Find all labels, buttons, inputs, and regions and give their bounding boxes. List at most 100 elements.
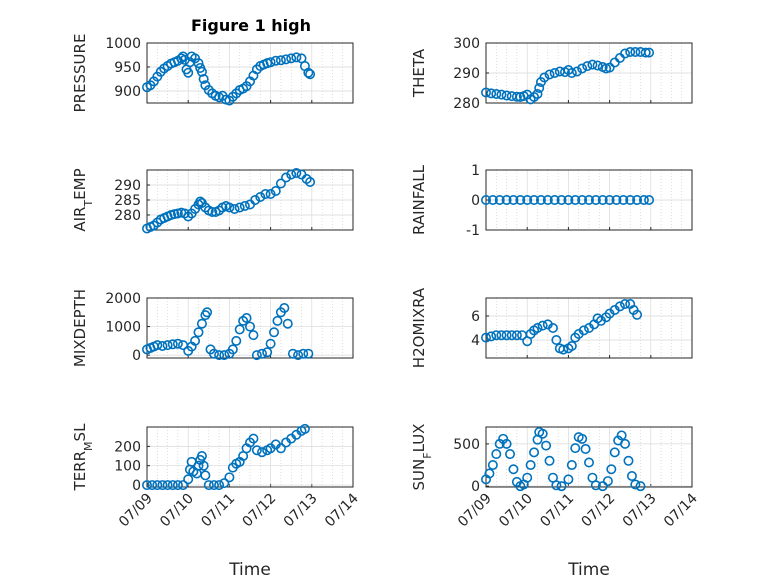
data-point: [257, 348, 268, 359]
data-point: [508, 464, 519, 475]
data-point: [609, 447, 620, 458]
data-point: [172, 338, 183, 349]
data-point: [494, 195, 505, 206]
data-point: [203, 480, 214, 491]
y-tick-label: 280: [114, 208, 141, 224]
data-point: [162, 340, 173, 351]
data-point: [227, 344, 238, 355]
data-point: [566, 68, 577, 79]
data-point: [196, 66, 207, 77]
data-point: [270, 186, 281, 197]
data-point: [602, 476, 613, 487]
subplot-sun_flux: 07/09 07/10 07/11 07/12 07/13 07/14 0 500 SUNFLU…: [410, 424, 701, 580]
data-point: [224, 202, 235, 213]
data-point: [219, 350, 230, 361]
x-tick-label: 07/09: [116, 491, 156, 531]
y-axis-label: AIRTEMP: [71, 168, 95, 231]
data-point: [486, 331, 497, 342]
y-axis-label: TERRMSL: [71, 423, 95, 492]
data-point: [501, 195, 512, 206]
data-point: [298, 348, 309, 359]
y-axis-label: H2OMIXRA: [410, 287, 428, 368]
data-point: [625, 46, 636, 57]
data-point: [167, 339, 178, 350]
y-tick-label: 280: [453, 96, 480, 112]
data-point: [196, 318, 207, 329]
data-point: [262, 347, 273, 358]
figure-title: Figure 1 high: [191, 16, 311, 35]
data-point: [282, 318, 293, 329]
y-tick-label: 0: [132, 478, 141, 494]
data-point: [231, 335, 242, 346]
data-point: [508, 195, 519, 206]
data-point: [632, 195, 643, 206]
y-tick-label: 500: [453, 437, 480, 453]
data-point: [620, 438, 631, 449]
subplot-rainfall: -1 0 1 RAINFALL: [410, 163, 693, 239]
y-tick-label: 0: [132, 348, 141, 364]
y-tick-label: 1000: [105, 36, 141, 52]
data-point: [549, 68, 560, 79]
data-point: [484, 468, 495, 479]
data-point: [620, 298, 631, 309]
data-point: [480, 87, 491, 98]
data-point: [147, 480, 158, 491]
x-tick-label: 07/12: [579, 491, 619, 531]
data-point: [529, 447, 540, 458]
data-point: [583, 195, 594, 206]
data-point: [239, 201, 250, 212]
data-point: [558, 344, 569, 355]
data-point: [501, 438, 512, 449]
data-point: [630, 46, 641, 57]
y-tick-label: 0: [471, 193, 480, 209]
data-point: [577, 63, 588, 74]
data-point: [234, 324, 245, 335]
data-point: [551, 480, 562, 491]
data-point: [255, 192, 266, 203]
data-point: [202, 307, 213, 318]
data-point: [234, 202, 245, 213]
data-point: [614, 301, 625, 312]
data-point: [272, 315, 283, 326]
y-tick-label: 290: [114, 178, 141, 194]
data-point: [291, 168, 302, 179]
data-point: [578, 325, 589, 336]
data-point: [219, 478, 230, 489]
data-point: [229, 204, 240, 215]
data-point: [279, 302, 290, 313]
data-point: [157, 480, 168, 491]
data-point: [496, 330, 507, 341]
data-point: [162, 480, 173, 491]
data-point: [250, 195, 261, 206]
data-point: [644, 47, 655, 58]
data-point: [611, 195, 622, 206]
data-point: [157, 340, 168, 351]
axes-box: [146, 426, 354, 488]
data-point: [224, 472, 235, 483]
data-point: [582, 61, 593, 72]
axes-box: [485, 42, 693, 104]
data-point: [241, 312, 252, 323]
y-tick-label: 200: [114, 439, 141, 455]
data-point: [511, 330, 522, 341]
data-point: [626, 471, 637, 482]
data-point: [563, 195, 574, 206]
y-tick-label: 0: [471, 479, 480, 495]
data-point: [522, 472, 533, 483]
data-point: [303, 67, 314, 78]
data-point: [195, 196, 206, 207]
data-point: [551, 334, 562, 345]
data-point: [541, 440, 552, 451]
data-point: [193, 58, 204, 69]
data-point: [251, 445, 262, 456]
y-axis-label: RAINFALL: [410, 164, 428, 235]
subplot-terr_msl: 07/09 07/10 07/11 07/12 07/13 07/14 0 100 200 TER…: [71, 423, 362, 580]
data-point: [491, 89, 502, 100]
data-point: [496, 89, 507, 100]
data-point: [547, 322, 558, 333]
data-point: [501, 330, 512, 341]
data-point: [532, 89, 543, 100]
data-point: [208, 480, 219, 491]
data-point: [539, 72, 550, 83]
